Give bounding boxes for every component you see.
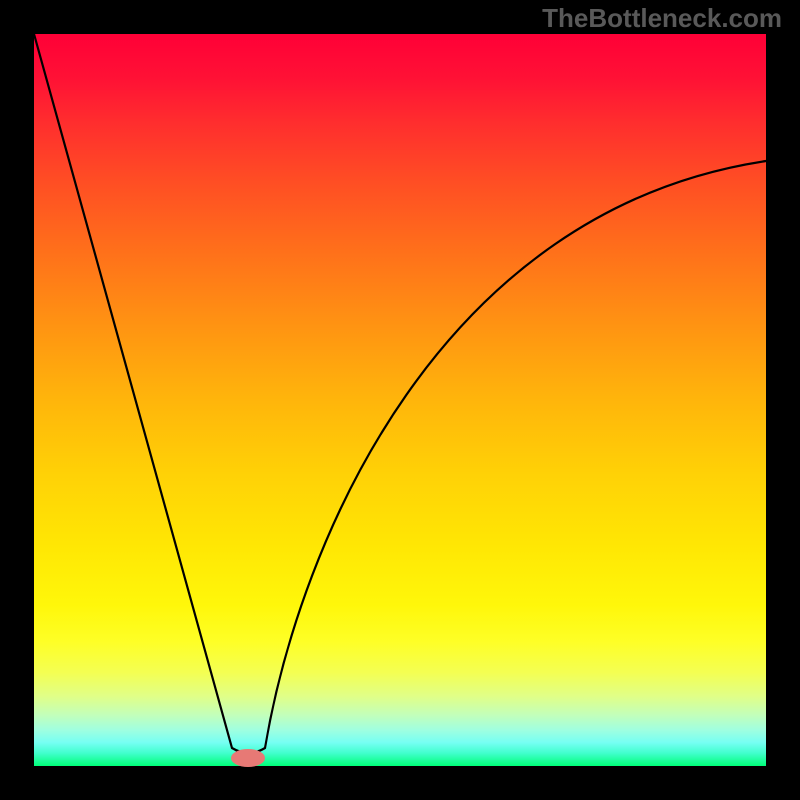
watermark-text: TheBottleneck.com	[542, 3, 782, 34]
minimum-marker	[231, 749, 265, 767]
bottleneck-chart	[0, 0, 800, 800]
plot-background-gradient	[34, 34, 766, 766]
